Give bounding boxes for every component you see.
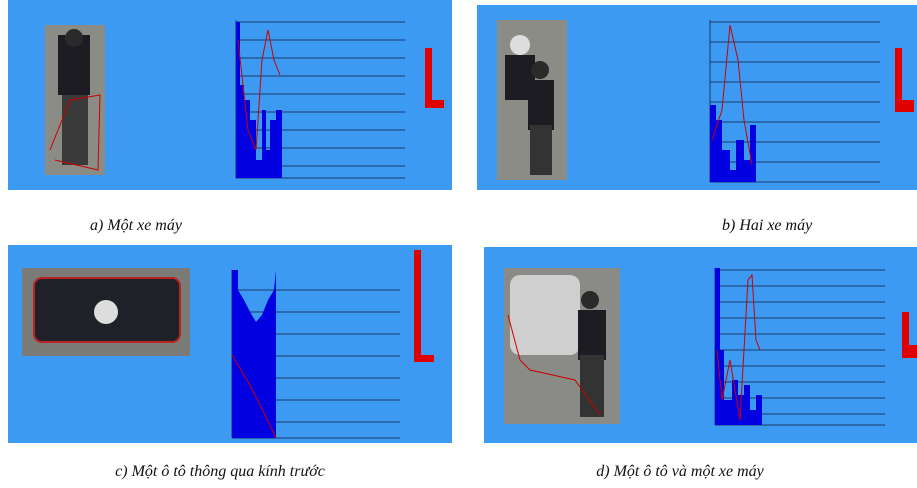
panel-a: a) Một xe máy — [8, 0, 452, 234]
caption: b) Hai xe máy — [722, 217, 813, 234]
panel-c: c) Một ô tô thông qua kính trước — [8, 245, 452, 480]
panel-d: d) Một ô tô và một xe máy — [484, 247, 917, 480]
caption: d) Một ô tô và một xe máy — [596, 463, 764, 480]
panel-b: b) Hai xe máy — [477, 5, 917, 234]
caption: c) Một ô tô thông qua kính trước — [115, 463, 325, 480]
caption: a) Một xe máy — [90, 217, 183, 234]
figure: a) Một xe máy b) Hai xe máy c) Một ô tô … — [0, 0, 917, 488]
